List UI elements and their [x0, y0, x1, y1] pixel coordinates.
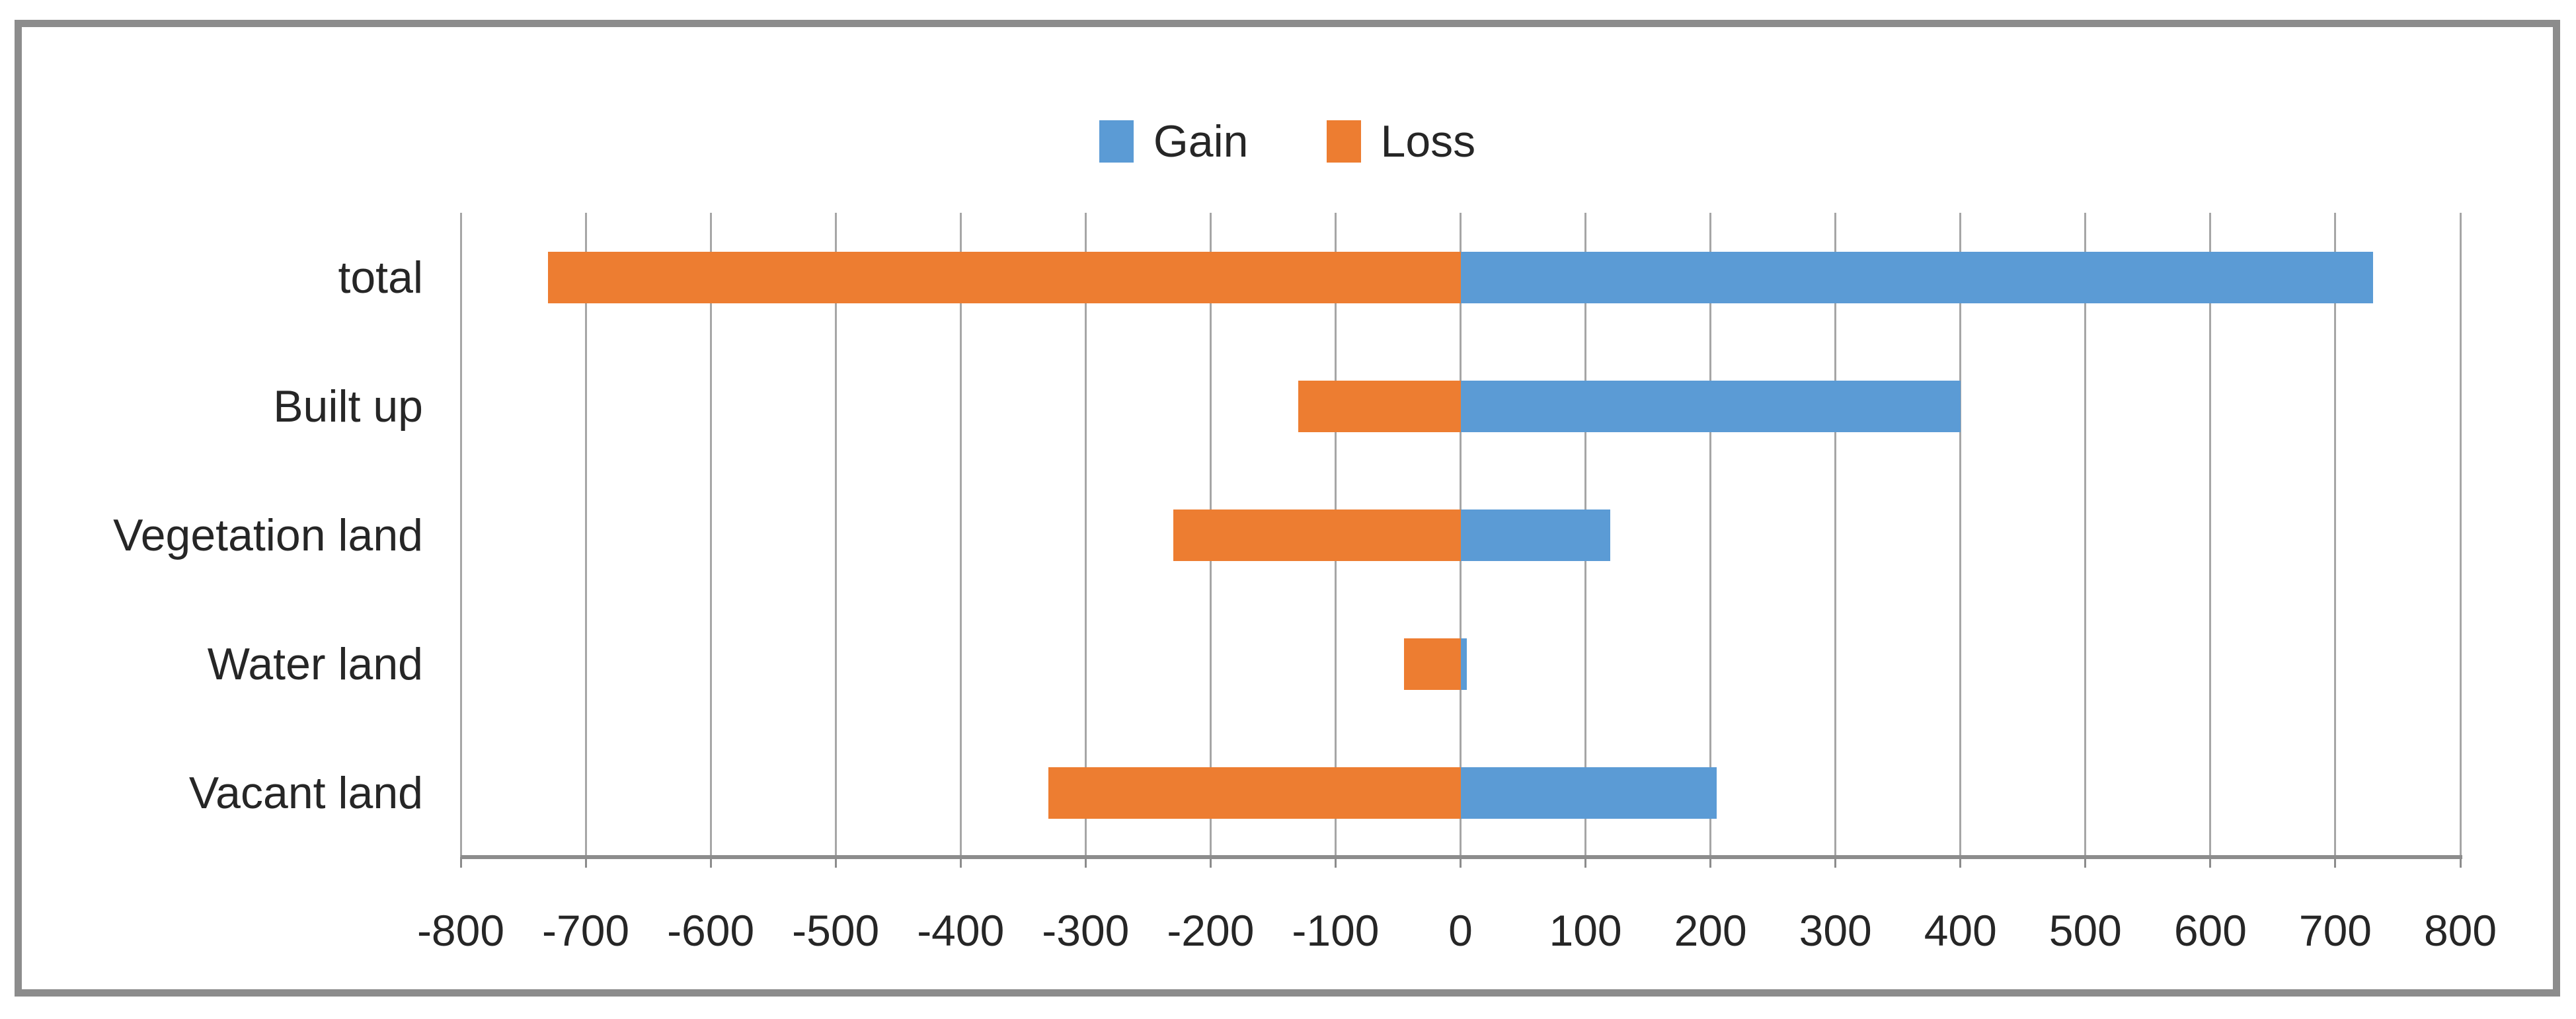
loss-bar-water-land[interactable]	[1404, 638, 1461, 690]
loss-bar-built-up[interactable]	[1298, 380, 1461, 432]
x-tick-label: -300	[1042, 906, 1130, 955]
x-gridline	[1834, 213, 1837, 857]
x-tick-label: 100	[1549, 906, 1622, 955]
x-tick-label: 300	[1799, 906, 1872, 955]
x-tick-label: 500	[2049, 906, 2122, 955]
x-gridline	[834, 213, 837, 857]
chart-frame: Gain Loss -800 -700 -600 -500 -400 -300 -200 -1…	[15, 20, 2560, 997]
x-tick-label: 200	[1674, 906, 1747, 955]
x-tick-label: 600	[2173, 906, 2247, 955]
x-axis-tick	[459, 857, 462, 868]
category-label: Vegetation land	[113, 510, 423, 560]
x-tick-label: -500	[792, 906, 880, 955]
x-axis-tick	[1834, 857, 1837, 868]
loss-bar-vacant-land[interactable]	[1048, 767, 1461, 819]
x-axis-tick	[709, 857, 712, 868]
x-gridline	[459, 213, 462, 857]
loss-bar-vegetation-land[interactable]	[1173, 509, 1461, 561]
gain-bar-built-up[interactable]	[1460, 380, 1961, 432]
x-gridline	[2334, 213, 2337, 857]
x-axis-tick	[834, 857, 837, 868]
chart-legend: Gain Loss	[22, 105, 2553, 178]
category-label: total	[338, 252, 423, 303]
loss-swatch-icon	[1326, 120, 1361, 163]
gain-bar-water-land[interactable]	[1460, 638, 1467, 690]
x-gridline	[2084, 213, 2087, 857]
x-gridline	[584, 213, 587, 857]
gain-swatch-icon	[1099, 120, 1134, 163]
x-tick-label: 800	[2423, 906, 2497, 955]
x-tick-label: -800	[416, 906, 505, 955]
x-tick-label: 400	[1924, 906, 1997, 955]
x-tick-label: -600	[667, 906, 755, 955]
gain-bar-total[interactable]	[1460, 251, 2373, 303]
x-axis-tick	[1334, 857, 1337, 868]
x-axis-tick	[2334, 857, 2337, 868]
legend-label-loss: Loss	[1380, 116, 1476, 167]
x-axis-tick	[2459, 857, 2462, 868]
loss-bar-total[interactable]	[548, 251, 1461, 303]
x-gridline	[1709, 213, 1712, 857]
x-axis-tick	[1584, 857, 1587, 868]
x-gridline	[709, 213, 712, 857]
x-axis-tick	[2084, 857, 2087, 868]
x-axis-tick	[1709, 857, 1712, 868]
legend-label-gain: Gain	[1153, 116, 1249, 167]
x-axis-line	[461, 855, 2462, 859]
category-label: Water land	[207, 638, 423, 689]
legend-item-loss[interactable]: Loss	[1326, 116, 1476, 167]
x-gridline	[1084, 213, 1087, 857]
x-tick-label: -100	[1292, 906, 1380, 955]
gain-bar-vegetation-land[interactable]	[1460, 509, 1611, 561]
x-tick-label: -400	[917, 906, 1005, 955]
gain-bar-vacant-land[interactable]	[1460, 767, 1717, 819]
x-gridline	[2209, 213, 2212, 857]
x-tick-label: -200	[1167, 906, 1255, 955]
x-axis-tick	[2209, 857, 2212, 868]
x-gridline	[2459, 213, 2462, 857]
category-label: Built up	[273, 381, 423, 432]
x-tick-label: -700	[542, 906, 630, 955]
x-axis-tick	[959, 857, 962, 868]
x-axis-tick	[1209, 857, 1212, 868]
x-tick-label: 0	[1448, 906, 1473, 955]
x-axis-tick	[1084, 857, 1087, 868]
x-gridline	[959, 213, 962, 857]
x-axis-tick	[1959, 857, 1962, 868]
x-axis-tick	[584, 857, 587, 868]
category-label: Vacant land	[188, 767, 423, 818]
x-axis-tick	[1460, 857, 1462, 868]
x-gridline	[1959, 213, 1962, 857]
x-tick-label: 700	[2298, 906, 2372, 955]
legend-item-gain[interactable]: Gain	[1099, 119, 1249, 164]
